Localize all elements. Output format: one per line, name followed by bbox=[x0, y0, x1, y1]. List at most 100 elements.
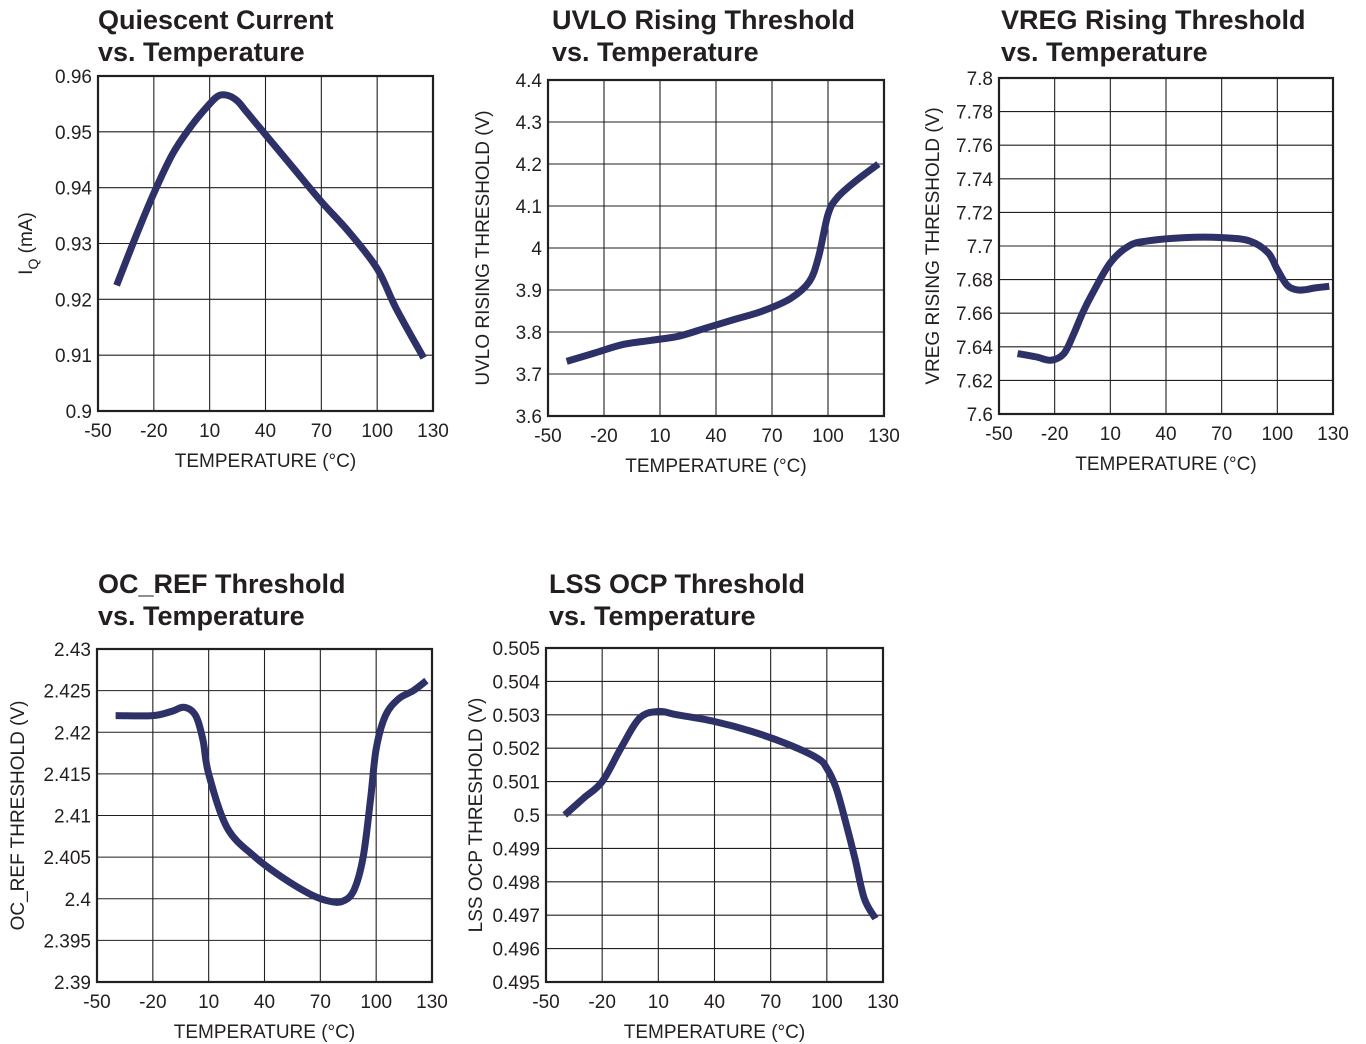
y-tick-label: 4.1 bbox=[516, 197, 542, 218]
x-tick-label: 70 bbox=[311, 421, 332, 442]
chart-title-line-1: VREG Rising Threshold bbox=[1001, 5, 1306, 35]
plot-frame bbox=[96, 74, 435, 413]
chart-title-line-2: vs. Temperature bbox=[98, 601, 305, 631]
y-tick-label: 3.6 bbox=[516, 407, 542, 428]
chart-title-line-1: UVLO Rising Threshold bbox=[552, 5, 856, 35]
chart-title-line-2: vs. Temperature bbox=[549, 601, 756, 631]
x-tick-label: 10 bbox=[648, 992, 669, 1013]
x-axis-label: TEMPERATURE (°C) bbox=[625, 456, 806, 477]
x-tick-label: 10 bbox=[199, 421, 220, 442]
y-tick-label: 7.74 bbox=[956, 170, 993, 191]
y-tick-label: 0.499 bbox=[492, 839, 540, 860]
x-tick-label: -50 bbox=[532, 992, 559, 1013]
plot-frame bbox=[544, 646, 885, 984]
y-tick-label: 4.2 bbox=[516, 155, 542, 176]
y-tick-label: 4.3 bbox=[516, 113, 542, 134]
y-tick-label: 0.505 bbox=[492, 639, 540, 660]
y-tick-label: 7.7 bbox=[967, 237, 993, 258]
x-tick-label: 130 bbox=[417, 421, 449, 442]
x-tick-label: 100 bbox=[360, 992, 392, 1013]
series-line bbox=[113, 91, 427, 360]
x-tick-label: 130 bbox=[867, 992, 899, 1013]
y-tick-label: 7.72 bbox=[956, 203, 993, 224]
y-tick-label: 7.8 bbox=[967, 69, 993, 90]
x-tick-label: 70 bbox=[761, 426, 782, 447]
y-tick-label: 3.9 bbox=[516, 281, 542, 302]
chart-title: Quiescent Current vs. Temperature bbox=[98, 4, 334, 68]
y-axis-label-subscript: Q bbox=[25, 259, 41, 270]
y-axis-label: LSS OCP THRESHOLD (V) bbox=[466, 698, 487, 933]
x-tick-label: 130 bbox=[1317, 424, 1349, 445]
x-tick-label: -20 bbox=[590, 426, 617, 447]
x-tick-label: 70 bbox=[310, 992, 331, 1013]
y-tick-label: 7.68 bbox=[956, 271, 993, 292]
series-line bbox=[115, 677, 429, 906]
x-tick-label: -50 bbox=[985, 424, 1012, 445]
y-tick-label: 0.96 bbox=[55, 67, 92, 88]
plot-frame bbox=[95, 647, 434, 984]
x-tick-label: 100 bbox=[812, 426, 844, 447]
y-tick-label: 0.91 bbox=[55, 346, 92, 367]
x-tick-label: 100 bbox=[811, 992, 843, 1013]
x-tick-label: 40 bbox=[255, 421, 276, 442]
x-axis-label: TEMPERATURE (°C) bbox=[624, 1022, 805, 1043]
x-tick-label: -50 bbox=[84, 421, 111, 442]
plot-frame bbox=[997, 76, 1335, 416]
y-tick-label: 0.502 bbox=[492, 739, 540, 760]
y-tick-label: 7.62 bbox=[956, 371, 993, 392]
x-tick-label: 40 bbox=[704, 992, 725, 1013]
x-tick-label: 10 bbox=[1100, 424, 1121, 445]
y-tick-label: 3.8 bbox=[516, 323, 542, 344]
y-axis-label-unit: (mA) bbox=[16, 212, 37, 258]
y-axis-label: IQ (mA) bbox=[16, 212, 41, 275]
y-tick-label: 0.504 bbox=[492, 672, 540, 693]
y-tick-label: 0.495 bbox=[492, 973, 540, 994]
x-axis-label: TEMPERATURE (°C) bbox=[174, 1022, 355, 1043]
y-tick-label: 0.92 bbox=[55, 290, 92, 311]
y-tick-label: 0.497 bbox=[492, 906, 540, 927]
y-tick-label: 0.94 bbox=[55, 179, 92, 200]
x-tick-label: 40 bbox=[254, 992, 275, 1013]
y-tick-label: 4.4 bbox=[516, 71, 543, 92]
x-tick-label: 70 bbox=[760, 992, 781, 1013]
y-tick-label: 0.503 bbox=[492, 706, 540, 727]
x-tick-label: 100 bbox=[361, 421, 393, 442]
x-tick-label: 40 bbox=[1155, 424, 1176, 445]
y-axis-label: VREG RISING THRESHOLD (V) bbox=[923, 107, 944, 384]
chart-title: VREG Rising Threshold vs. Temperature bbox=[1001, 4, 1306, 68]
y-tick-label: 7.66 bbox=[956, 304, 993, 325]
y-tick-label: 0.498 bbox=[492, 873, 540, 894]
y-tick-label: 0.501 bbox=[492, 773, 540, 794]
x-tick-label: 130 bbox=[868, 426, 900, 447]
y-tick-label: 2.4 bbox=[65, 890, 92, 911]
x-tick-label: 100 bbox=[1261, 424, 1293, 445]
series-line bbox=[562, 707, 879, 921]
y-tick-label: 2.425 bbox=[43, 682, 91, 703]
x-axis-label: TEMPERATURE (°C) bbox=[175, 451, 356, 472]
x-tick-label: 10 bbox=[649, 426, 670, 447]
y-tick-label: 2.395 bbox=[43, 931, 91, 952]
chart-title: UVLO Rising Threshold vs. Temperature bbox=[552, 4, 855, 68]
x-tick-label: -50 bbox=[534, 426, 561, 447]
y-tick-label: 2.39 bbox=[54, 973, 91, 994]
y-tick-label: 3.7 bbox=[516, 365, 542, 386]
y-tick-label: 2.41 bbox=[54, 807, 91, 828]
y-tick-label: 7.78 bbox=[956, 103, 993, 124]
x-tick-label: 130 bbox=[416, 992, 448, 1013]
y-axis-label-main: I bbox=[16, 270, 37, 275]
x-tick-label: 70 bbox=[1211, 424, 1232, 445]
chart-title: OC_REF Threshold vs. Temperature bbox=[98, 568, 346, 632]
x-tick-label: -20 bbox=[1041, 424, 1068, 445]
y-tick-label: 0.5 bbox=[514, 806, 540, 827]
y-tick-label: 2.415 bbox=[43, 765, 91, 786]
chart-title: LSS OCP Threshold vs. Temperature bbox=[549, 568, 805, 632]
chart-title-line-2: vs. Temperature bbox=[1001, 37, 1208, 67]
y-axis-label: OC_REF THRESHOLD (V) bbox=[8, 701, 29, 931]
chart-title-line-1: LSS OCP Threshold bbox=[549, 569, 806, 599]
y-axis-label: UVLO RISING THRESHOLD (V) bbox=[473, 110, 494, 385]
chart-title-line-1: OC_REF Threshold bbox=[98, 569, 346, 599]
x-tick-label: -20 bbox=[139, 992, 166, 1013]
y-tick-label: 0.93 bbox=[55, 235, 92, 256]
